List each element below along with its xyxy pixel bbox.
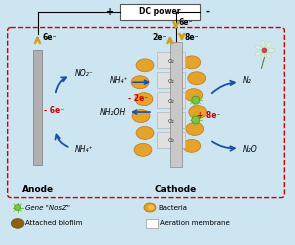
Bar xyxy=(146,220,158,228)
Text: -: - xyxy=(206,7,210,17)
Text: + 8e⁻: + 8e⁻ xyxy=(197,110,220,120)
Ellipse shape xyxy=(131,76,149,89)
Text: O₂: O₂ xyxy=(168,99,174,104)
Text: 2e⁻: 2e⁻ xyxy=(153,33,167,42)
Circle shape xyxy=(192,96,200,104)
Circle shape xyxy=(15,205,21,210)
Text: Aeration membrane: Aeration membrane xyxy=(160,220,230,226)
Text: - 6e⁻: - 6e⁻ xyxy=(45,106,65,115)
Text: NH₄⁺: NH₄⁺ xyxy=(109,76,128,85)
Circle shape xyxy=(262,48,267,53)
Bar xyxy=(170,42,182,167)
Ellipse shape xyxy=(183,56,201,69)
Text: O₂: O₂ xyxy=(168,59,174,64)
Bar xyxy=(157,52,185,68)
Ellipse shape xyxy=(189,106,207,119)
Text: Attached biofilm: Attached biofilm xyxy=(24,220,82,226)
Text: NO₂⁻: NO₂⁻ xyxy=(74,69,93,78)
Bar xyxy=(157,72,185,88)
Ellipse shape xyxy=(266,42,271,48)
Ellipse shape xyxy=(132,110,150,122)
Ellipse shape xyxy=(135,93,153,106)
Bar xyxy=(120,4,200,20)
Bar xyxy=(157,112,185,128)
Ellipse shape xyxy=(134,143,152,156)
Text: O₂: O₂ xyxy=(168,79,174,84)
Bar xyxy=(32,50,42,165)
Text: +: + xyxy=(106,7,114,17)
Bar xyxy=(157,92,185,108)
Ellipse shape xyxy=(261,40,265,47)
Circle shape xyxy=(192,116,200,124)
Text: O₂: O₂ xyxy=(168,138,174,143)
Text: Gene "NosZ": Gene "NosZ" xyxy=(24,205,70,210)
Text: - 2e⁻: - 2e⁻ xyxy=(128,94,148,103)
Text: NH₂OH: NH₂OH xyxy=(100,108,126,117)
Ellipse shape xyxy=(268,49,275,52)
Ellipse shape xyxy=(255,45,261,50)
Ellipse shape xyxy=(185,89,203,102)
Ellipse shape xyxy=(136,59,154,72)
Ellipse shape xyxy=(188,72,206,85)
FancyBboxPatch shape xyxy=(8,27,284,197)
Text: N₂: N₂ xyxy=(242,76,251,85)
Text: Anode: Anode xyxy=(22,185,54,194)
Text: 8e⁻: 8e⁻ xyxy=(185,33,199,42)
Text: DC power: DC power xyxy=(139,7,181,16)
Ellipse shape xyxy=(136,126,154,139)
Text: Cathode: Cathode xyxy=(155,185,197,194)
Text: 6e⁻: 6e⁻ xyxy=(42,33,57,42)
Ellipse shape xyxy=(183,139,201,152)
Bar xyxy=(157,132,185,148)
Text: 6e⁻: 6e⁻ xyxy=(179,18,193,27)
Ellipse shape xyxy=(11,219,24,228)
Ellipse shape xyxy=(148,205,154,210)
Text: Bacteria: Bacteria xyxy=(158,205,187,210)
Ellipse shape xyxy=(255,51,261,56)
Text: NH₄⁺: NH₄⁺ xyxy=(74,145,93,154)
Ellipse shape xyxy=(266,53,271,59)
Ellipse shape xyxy=(144,203,156,212)
Ellipse shape xyxy=(186,122,204,135)
Text: N₂O: N₂O xyxy=(242,145,257,154)
Text: O₂: O₂ xyxy=(168,119,174,123)
Ellipse shape xyxy=(261,54,265,61)
